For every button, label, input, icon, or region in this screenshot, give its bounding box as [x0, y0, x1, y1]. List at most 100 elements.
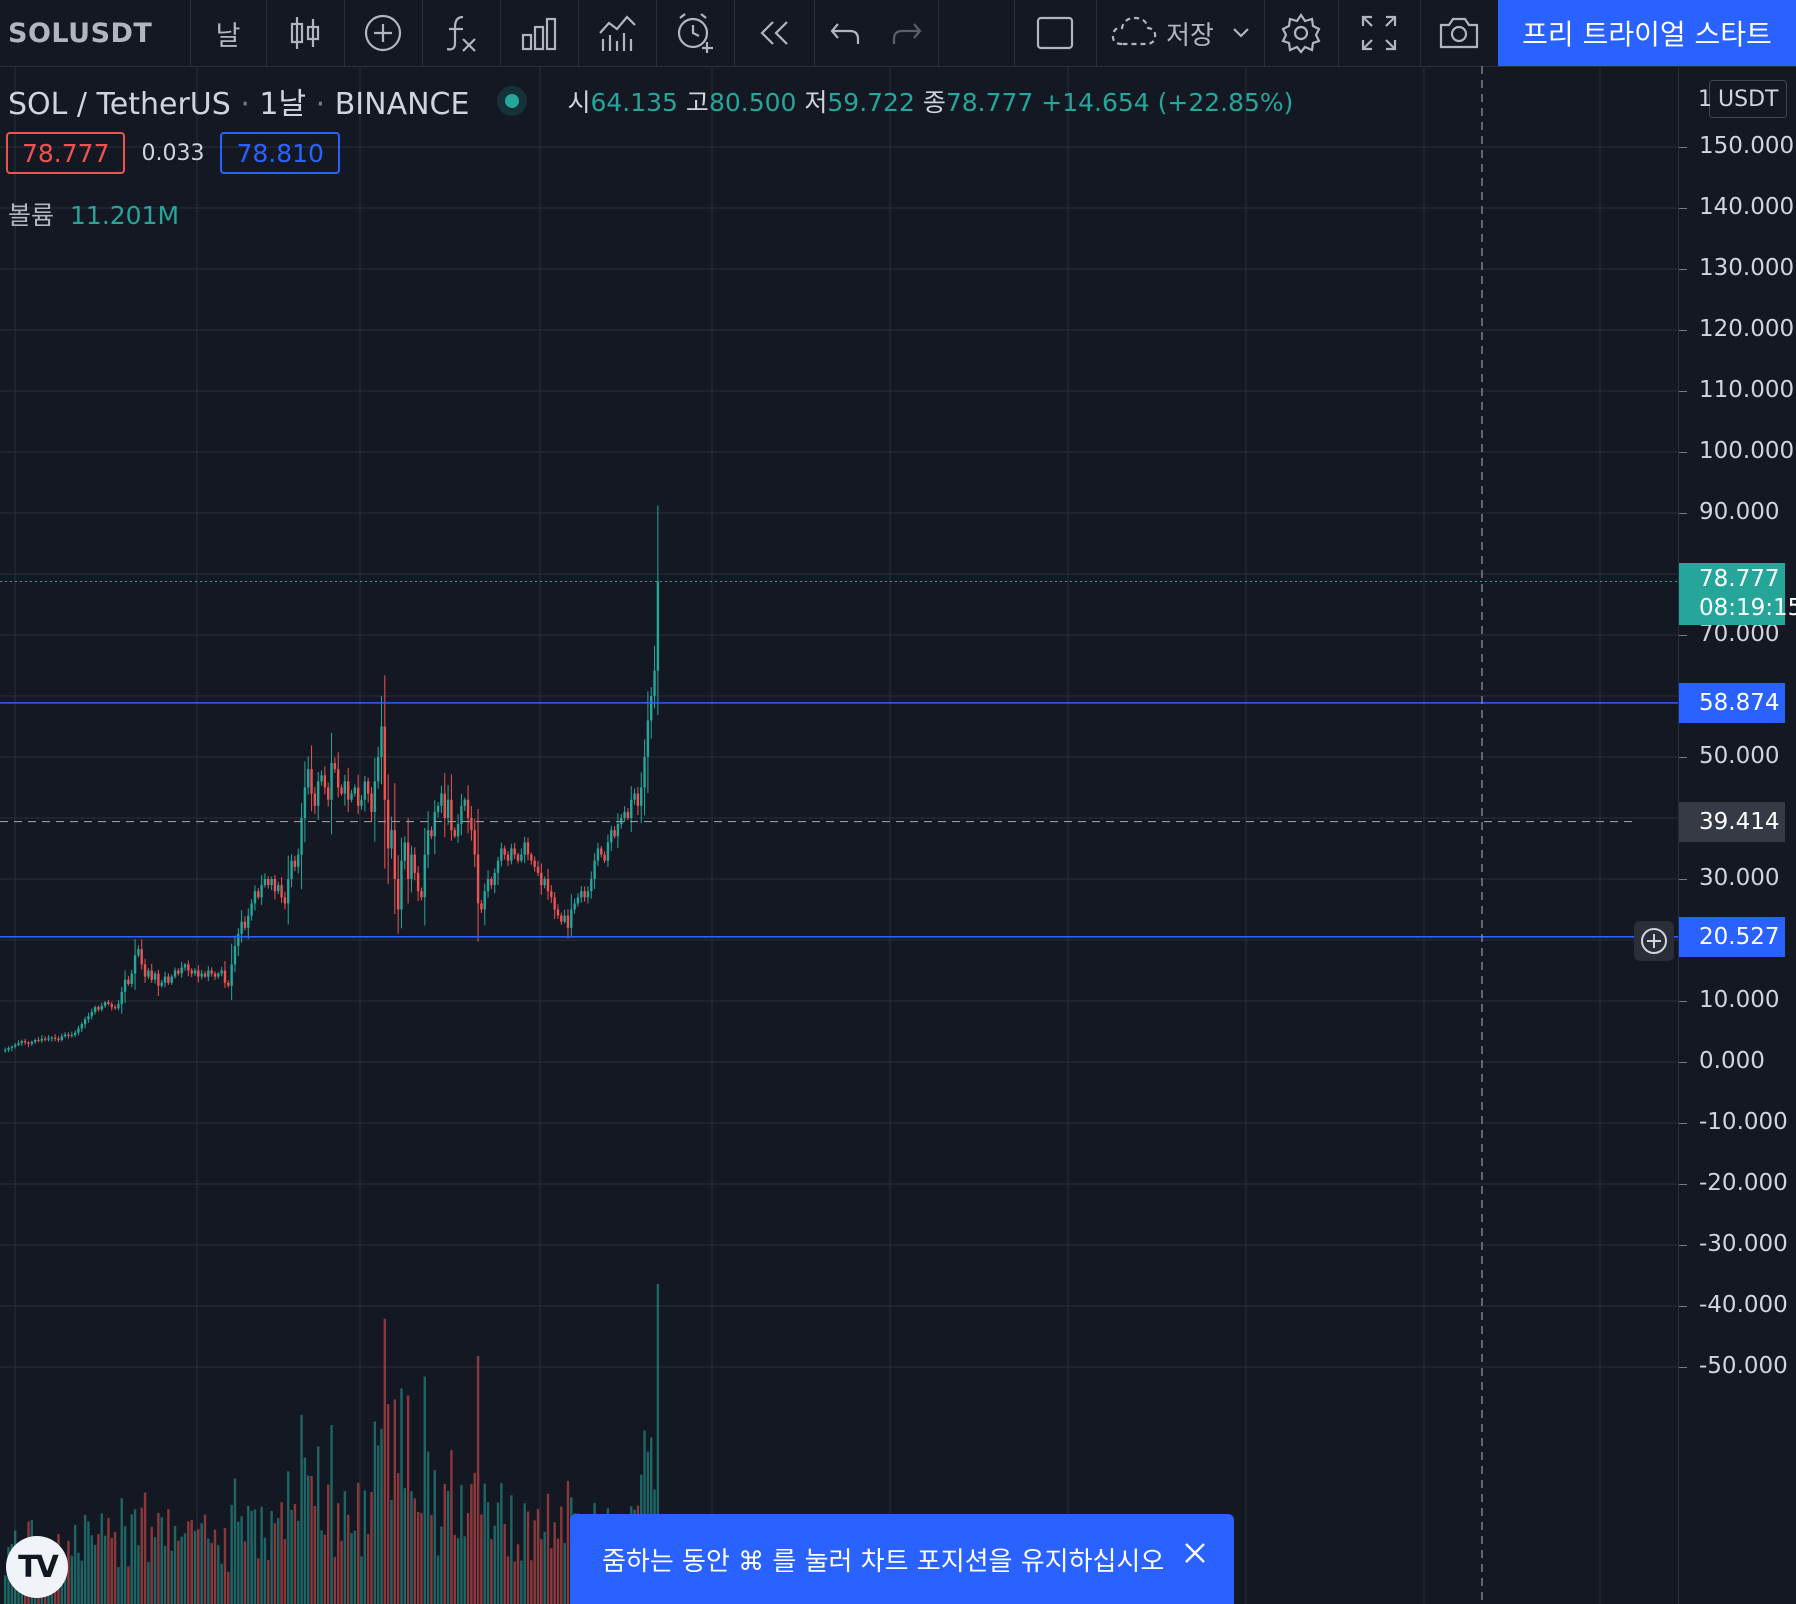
volume-bar [137, 1545, 140, 1604]
volume-bar [530, 1560, 533, 1604]
volume-bar [496, 1502, 500, 1604]
volume-bar [163, 1545, 167, 1604]
volume-bar [320, 1530, 323, 1604]
candle-body [173, 970, 177, 977]
legend-title[interactable]: SOL / TetherUS · 1날 · BINANCE [8, 87, 470, 122]
price-tick-label: 50.000 [1699, 743, 1780, 769]
settings-icon[interactable] [1264, 0, 1338, 66]
candle-body [433, 811, 436, 837]
buy-button[interactable]: 78.810 [220, 132, 340, 174]
price-tick-label: 70.000 [1699, 621, 1780, 647]
volume-bar [150, 1526, 153, 1604]
volume-bar [100, 1513, 103, 1604]
volume-bar [287, 1471, 290, 1604]
volume-bar [310, 1475, 313, 1604]
price-axis[interactable]: 1 USDT 150.000 140.000 130.000 120.000 110.0… [1678, 66, 1796, 1604]
candle-body [20, 1041, 24, 1044]
candle-body [350, 793, 353, 800]
candle-body [143, 964, 147, 977]
candle-body [650, 696, 653, 721]
candle-body [10, 1046, 14, 1048]
currency-button[interactable]: 1 USDT [1698, 80, 1788, 118]
camera-icon[interactable] [1420, 0, 1498, 66]
volume-bar [277, 1518, 280, 1604]
candle-body [503, 848, 506, 855]
volume-bar [67, 1540, 70, 1604]
candle-body [423, 854, 426, 898]
symbol-search-button[interactable]: SOLUSDT [8, 17, 153, 49]
volume-bar [483, 1483, 486, 1604]
candle-body [157, 973, 160, 986]
candle-body [633, 793, 636, 800]
candle-body [80, 1024, 83, 1029]
volume-bar [343, 1491, 347, 1604]
candle-body [147, 970, 150, 977]
candle-body [280, 885, 283, 898]
close-icon[interactable] [1180, 1538, 1210, 1568]
chart-pane[interactable] [0, 66, 1678, 1604]
replay-icon[interactable] [734, 0, 814, 66]
sell-button[interactable]: 78.777 [6, 132, 126, 174]
alert-icon[interactable] [656, 0, 734, 66]
candle-body [413, 854, 416, 873]
volume-bar [366, 1534, 370, 1604]
volume-bar [386, 1404, 390, 1604]
candle-body [476, 854, 480, 904]
interval-button[interactable]: 날 [215, 20, 241, 52]
volume-bar [230, 1504, 233, 1604]
crosshair-price-tag: 39.414 [1679, 801, 1785, 842]
add-compare-icon[interactable] [344, 0, 422, 66]
volume-bar [120, 1498, 123, 1604]
candle-body [87, 1016, 90, 1020]
indicators-icon[interactable] [422, 0, 500, 66]
candle-body [117, 1004, 120, 1009]
volume-bar [486, 1502, 490, 1604]
layout-icon[interactable] [1014, 0, 1096, 66]
volume-label: 볼륨 [8, 201, 55, 230]
add-plus-icon[interactable] [1634, 921, 1674, 961]
volume-bar [406, 1395, 410, 1604]
tick-mark [1679, 1184, 1687, 1185]
volume-bar [520, 1560, 523, 1604]
volume-bar [566, 1480, 570, 1604]
volume-bar [177, 1540, 180, 1604]
volume-bar [503, 1523, 506, 1604]
candles-icon[interactable] [266, 0, 344, 66]
templates-icon[interactable] [500, 0, 578, 66]
save-button[interactable]: 저장 [1096, 0, 1264, 66]
candle-body [7, 1047, 10, 1050]
candle-body [60, 1036, 64, 1041]
volume-bar [63, 1574, 67, 1604]
candle-body [570, 909, 573, 928]
fullscreen-icon[interactable] [1338, 0, 1420, 66]
candle-body [183, 964, 187, 968]
candle-body [283, 897, 287, 904]
volume-bar [227, 1571, 230, 1604]
market-status-icon[interactable] [505, 94, 520, 108]
chevron-down-icon[interactable] [1232, 24, 1250, 43]
volume-legend[interactable]: 볼륨 11.201M [8, 196, 179, 232]
candle-body [93, 1007, 97, 1012]
volume-bar [556, 1538, 560, 1604]
candle-body [190, 970, 193, 974]
candle-body [100, 1005, 103, 1010]
undo-icon[interactable] [814, 0, 876, 66]
candle-body [77, 1028, 80, 1033]
candle-body [593, 860, 596, 879]
candle-body [553, 897, 556, 910]
last-price-value: 78.777 [1699, 566, 1780, 593]
candle-body [556, 909, 560, 916]
tradingview-logo[interactable]: TV [6, 1536, 68, 1598]
redo-icon[interactable] [876, 0, 938, 66]
candle-body [446, 799, 450, 818]
volume-bar [167, 1509, 170, 1604]
candle-body [436, 805, 440, 812]
candle-body [430, 830, 433, 837]
financials-icon[interactable] [578, 0, 656, 66]
candle-body [263, 879, 267, 886]
candle-body [346, 781, 350, 800]
candle-body [113, 1007, 117, 1009]
free-trial-button[interactable]: 프리 트라이얼 스타트 [1498, 0, 1796, 66]
volume-bar [243, 1541, 247, 1604]
candle-body [213, 973, 217, 977]
